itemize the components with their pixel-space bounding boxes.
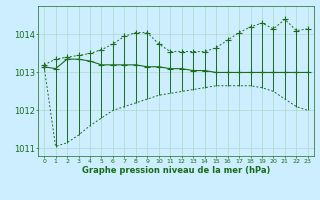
X-axis label: Graphe pression niveau de la mer (hPa): Graphe pression niveau de la mer (hPa) <box>82 166 270 175</box>
